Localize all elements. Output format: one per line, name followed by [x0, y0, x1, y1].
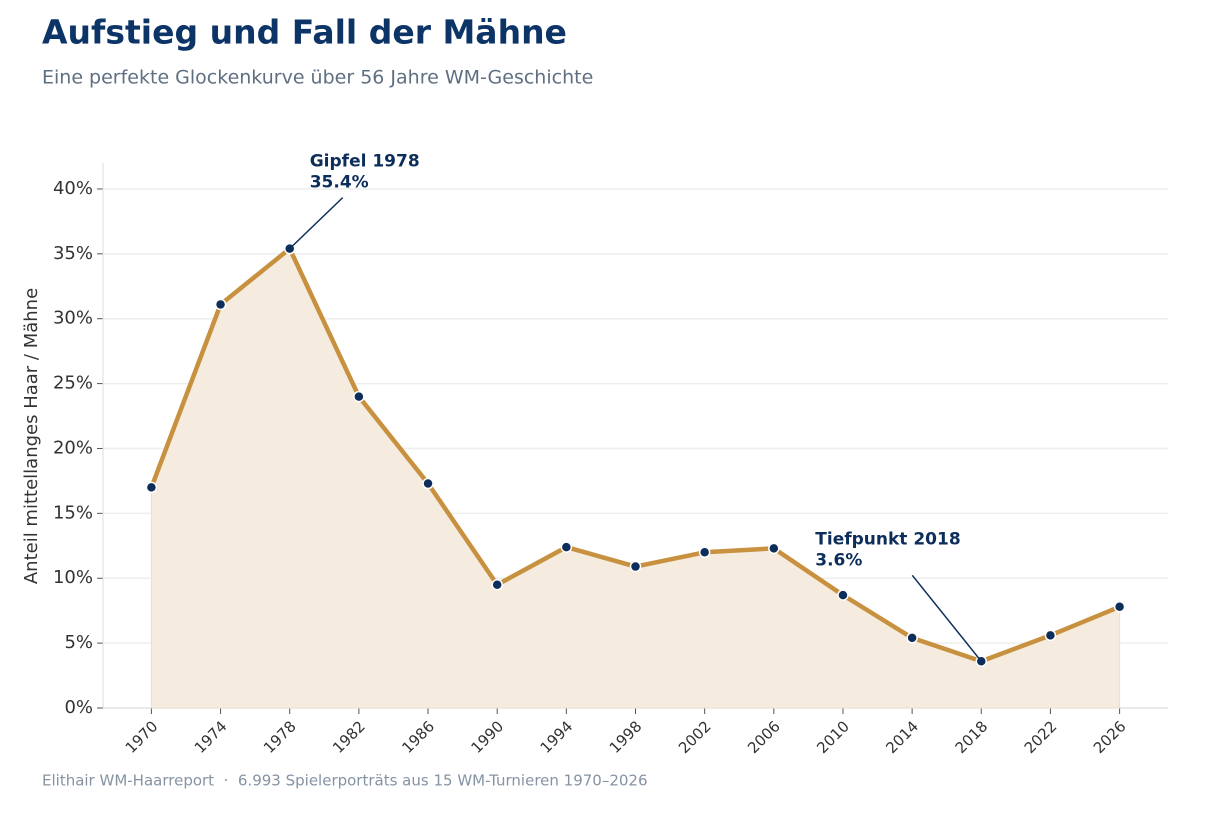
annotation-arrow — [289, 197, 344, 250]
y-tick-label: 20% — [53, 437, 93, 458]
x-tick-label: 1998 — [606, 717, 646, 757]
area — [150, 247, 1121, 709]
marker — [1113, 601, 1126, 613]
x-tick-label: 2002 — [675, 717, 715, 757]
x-tick-label: 1986 — [398, 717, 438, 757]
x-tick-label: 1970 — [122, 717, 162, 757]
x-tick-label: 2006 — [744, 717, 784, 757]
y-tick-label: 25% — [53, 373, 93, 394]
annotation-text: 3.6% — [815, 550, 862, 570]
y-tick-label: 5% — [64, 632, 93, 653]
x-tick-label: 1990 — [467, 717, 507, 757]
marker — [560, 541, 573, 553]
marker — [353, 390, 365, 403]
y-axis-label: Anteil mittellanges Haar / Mähne — [21, 288, 42, 584]
marker — [214, 298, 227, 311]
marker — [698, 546, 711, 559]
marker — [906, 632, 918, 644]
x-tick-label: 1982 — [329, 717, 369, 757]
x-tick-label: 1978 — [260, 717, 300, 757]
y-tick-label: 30% — [53, 308, 93, 329]
y-tick-label: 15% — [53, 502, 93, 523]
footer: Elithair WM-Haarreport · 6.993 Spielerpo… — [42, 772, 648, 790]
y-tick-label: 10% — [53, 567, 93, 588]
chart-subtitle: Eine perfekte Glockenkurve über 56 Jahre… — [42, 67, 593, 89]
x-tick-label: 1994 — [537, 717, 577, 757]
x-tick-label: 2026 — [1090, 717, 1130, 757]
y-tick-label: 35% — [53, 243, 93, 264]
annotation-arrow — [911, 574, 982, 662]
marker — [491, 578, 503, 591]
marker — [422, 477, 434, 490]
x-tick-label: 2022 — [1021, 717, 1061, 757]
chart-title: Aufstieg und Fall der Mähne — [42, 13, 567, 52]
marker — [1044, 629, 1057, 642]
marker — [837, 589, 849, 601]
marker — [629, 560, 642, 573]
y-tick-label: 0% — [64, 697, 93, 718]
x-tick-label: 1974 — [191, 717, 231, 757]
x-tick-label: 2010 — [813, 717, 853, 757]
annotation-text: Gipfel 1978 — [310, 152, 420, 172]
annotation-text: Tiefpunkt 2018 — [815, 529, 960, 549]
marker — [768, 542, 780, 555]
x-tick-label: 2018 — [952, 717, 992, 757]
marker — [145, 481, 158, 494]
y-tick-label: 40% — [53, 178, 93, 199]
annotation-text: 35.4% — [310, 173, 369, 193]
x-tick-label: 2014 — [882, 717, 922, 757]
